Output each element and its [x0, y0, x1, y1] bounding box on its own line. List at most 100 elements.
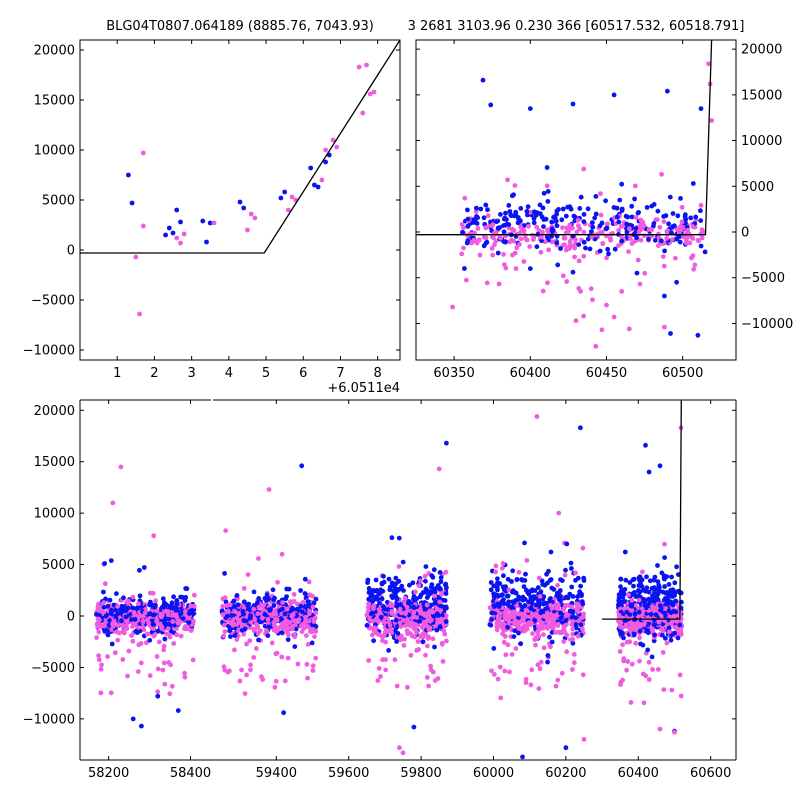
data-point-b — [502, 262, 507, 267]
data-point-b — [381, 619, 386, 625]
data-point-a — [683, 216, 689, 222]
data-point-b — [641, 233, 647, 239]
data-point-a — [147, 637, 153, 643]
data-point-b — [174, 632, 180, 638]
data-point-b — [459, 251, 465, 257]
data-point-a — [241, 205, 247, 211]
data-point-a — [655, 597, 661, 602]
data-point-a — [663, 213, 669, 219]
plot-area-bottom — [94, 400, 684, 760]
data-point-b — [671, 613, 677, 619]
data-point-b — [443, 569, 449, 575]
data-point-b — [125, 598, 131, 604]
data-point-a — [556, 207, 561, 212]
data-point-a — [650, 596, 656, 601]
data-point-b — [678, 628, 683, 634]
data-point-b — [511, 238, 517, 244]
data-point-b — [234, 637, 240, 642]
data-point-b — [554, 605, 559, 611]
y-tick-label: 20000 — [34, 44, 75, 59]
data-point-b — [133, 254, 139, 260]
data-point-a — [494, 585, 500, 590]
data-point-a — [512, 628, 518, 633]
data-point-a — [166, 225, 172, 231]
data-point-b — [575, 633, 581, 639]
data-point-a — [386, 648, 391, 653]
data-point-b — [169, 683, 175, 689]
data-point-a — [643, 598, 648, 604]
data-point-a — [590, 220, 595, 226]
data-point-b — [182, 674, 188, 680]
data-point-b — [563, 230, 569, 236]
data-point-a — [572, 214, 578, 220]
data-point-a — [526, 599, 531, 605]
data-point-b — [657, 726, 663, 732]
data-point-a — [295, 606, 300, 612]
data-point-b — [382, 629, 388, 635]
data-point-b — [502, 668, 508, 674]
data-point-a — [554, 590, 560, 596]
data-point-b — [643, 673, 649, 679]
data-point-b — [245, 227, 250, 233]
data-point-a — [371, 638, 376, 644]
data-point-a — [510, 589, 515, 595]
data-point-a — [464, 240, 470, 246]
x-tick-label: 59400 — [256, 766, 297, 781]
data-point-a — [501, 229, 507, 235]
data-point-a — [237, 199, 243, 205]
data-point-b — [500, 631, 505, 637]
data-point-b — [692, 262, 698, 268]
data-point-a — [163, 232, 169, 238]
data-point-b — [501, 251, 506, 257]
data-point-b — [528, 614, 534, 620]
data-point-b — [286, 207, 291, 213]
data-point-a — [488, 580, 494, 585]
data-point-b — [411, 609, 417, 615]
data-point-a — [407, 582, 412, 588]
data-point-a — [666, 625, 672, 631]
data-point-b — [513, 646, 519, 651]
data-point-b — [264, 628, 269, 634]
data-point-b — [248, 619, 254, 625]
data-point-b — [546, 247, 551, 253]
data-point-b — [626, 326, 632, 332]
data-point-a — [278, 195, 284, 201]
data-point-b — [548, 603, 553, 608]
model-line — [416, 40, 713, 236]
data-point-b — [437, 599, 443, 605]
data-point-b — [699, 227, 705, 233]
data-point-a — [311, 600, 317, 606]
plot-area-top-right — [416, 40, 714, 349]
data-point-a — [180, 595, 186, 600]
data-point-b — [211, 220, 217, 226]
data-point-b — [305, 675, 310, 681]
data-point-b — [589, 234, 595, 240]
data-point-a — [516, 630, 521, 636]
data-point-b — [505, 177, 510, 183]
y-tick-label: −5000 — [31, 294, 75, 309]
data-point-b — [405, 684, 410, 690]
data-point-a — [578, 583, 583, 589]
data-point-b — [125, 673, 130, 679]
data-point-a — [603, 198, 608, 204]
data-point-a — [174, 598, 180, 603]
data-point-a — [614, 214, 620, 220]
data-point-a — [522, 578, 528, 583]
data-point-b — [493, 563, 499, 569]
data-point-b — [114, 629, 120, 635]
data-point-a — [636, 588, 641, 593]
data-point-b — [636, 597, 642, 603]
data-point-b — [425, 643, 430, 649]
data-point-a — [400, 559, 406, 565]
data-point-a — [231, 598, 237, 604]
data-point-b — [538, 249, 544, 255]
data-point-b — [638, 217, 644, 223]
data-point-b — [425, 636, 431, 641]
data-point-a — [563, 745, 569, 751]
data-point-b — [509, 652, 515, 657]
data-point-b — [545, 280, 550, 286]
data-point-a — [254, 600, 260, 606]
data-point-b — [500, 561, 506, 566]
data-point-a — [533, 602, 539, 608]
data-point-b — [489, 668, 494, 674]
